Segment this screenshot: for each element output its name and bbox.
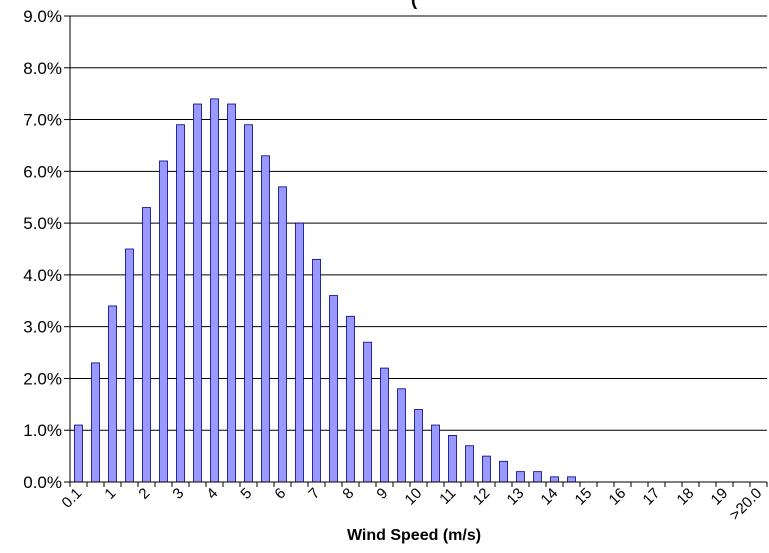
bar (431, 424, 440, 483)
x-tick-label: 11 (436, 485, 459, 508)
y-tick-label: 1.0% (23, 421, 62, 440)
y-tick-label: 6.0% (23, 162, 62, 181)
x-tick-label: 12 (470, 485, 494, 509)
x-tick-label: 4 (203, 485, 221, 503)
bar (91, 362, 100, 483)
gridlines (64, 15, 767, 483)
bar (363, 341, 372, 483)
y-tick-label: 7.0% (23, 111, 62, 130)
bar (465, 445, 474, 483)
x-tick-label: 7 (305, 485, 323, 503)
bar (261, 155, 270, 483)
x-tick-label: 9 (373, 485, 391, 503)
bar (193, 103, 202, 483)
y-tick-label: 2.0% (23, 369, 62, 388)
x-tick-label: 8 (339, 485, 357, 503)
x-tick-label: 0.1 (59, 485, 86, 512)
bar (482, 455, 491, 483)
bar (380, 367, 389, 483)
bar (295, 222, 304, 483)
x-tick-label: 17 (640, 485, 664, 509)
y-tick-label: 4.0% (23, 266, 62, 285)
x-axis-title: Wind Speed (m/s) (347, 527, 481, 544)
bar (176, 124, 185, 483)
bar (244, 124, 253, 483)
bar (74, 424, 83, 483)
bar (278, 186, 287, 483)
bar (567, 476, 576, 483)
bar (312, 258, 321, 483)
x-tick-label: 16 (606, 485, 630, 509)
x-tick-label: >20.0 (726, 485, 765, 524)
x-tick-label: 19 (708, 485, 732, 509)
y-tick-label: 9.0% (23, 7, 62, 26)
bar (227, 103, 236, 483)
y-tick-labels: 0.0% 1.0% 2.0% 3.0% 4.0% 5.0% 6.0% 7.0% 8.0% 9.0% (23, 7, 62, 492)
y-tick-label: 8.0% (23, 59, 62, 78)
chart-title: ( (411, 0, 418, 10)
x-tick-label: 6 (271, 485, 289, 503)
bar (533, 471, 542, 483)
x-tick-labels: 0.1 1 2 3 4 5 6 7 8 9 10 11 12 13 14 15 16 17 18 19>20.0 (59, 485, 766, 524)
bar (210, 98, 219, 483)
bars (74, 98, 576, 483)
x-tick-label: 1 (101, 485, 119, 503)
bar (159, 160, 168, 483)
x-tick-label: 13 (504, 485, 528, 509)
x-tick-label: 3 (169, 485, 187, 503)
bar (142, 207, 151, 483)
y-tick-label: 0.0% (23, 473, 62, 492)
bar (397, 388, 406, 483)
y-tick-label: 5.0% (23, 214, 62, 233)
x-tick-label: 10 (402, 485, 426, 509)
axes (69, 16, 768, 487)
x-tick-label: 5 (237, 485, 255, 503)
bar (108, 305, 117, 483)
bar (329, 295, 338, 483)
bar (499, 460, 508, 483)
y-tick-label: 3.0% (23, 318, 62, 337)
x-tick-label: 18 (674, 485, 698, 509)
bar (346, 315, 355, 483)
bar (125, 248, 134, 483)
x-tick-label: 15 (572, 485, 596, 509)
x-tick-label: 14 (538, 485, 562, 509)
bar (550, 476, 559, 483)
bar (448, 434, 457, 483)
bar (414, 409, 423, 483)
x-tick-label: 2 (135, 485, 153, 503)
bar (516, 471, 525, 483)
